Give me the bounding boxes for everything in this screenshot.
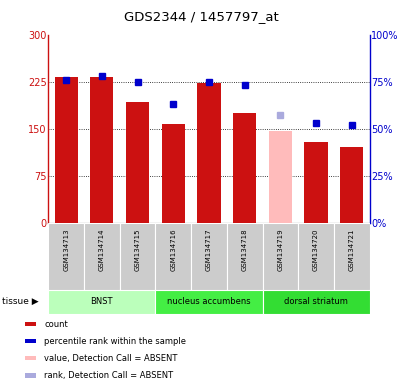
Text: GDS2344 / 1457797_at: GDS2344 / 1457797_at bbox=[124, 10, 279, 23]
Bar bbox=[262, 290, 370, 314]
Text: rank, Detection Call = ABSENT: rank, Detection Call = ABSENT bbox=[44, 371, 173, 380]
Bar bbox=[48, 290, 155, 314]
Text: GSM134717: GSM134717 bbox=[206, 228, 212, 271]
Bar bbox=[227, 223, 262, 290]
Bar bbox=[334, 223, 370, 290]
Text: GSM134720: GSM134720 bbox=[313, 228, 319, 271]
Bar bbox=[25, 356, 36, 361]
Text: GSM134713: GSM134713 bbox=[63, 228, 69, 271]
Text: BNST: BNST bbox=[91, 297, 113, 306]
Text: percentile rank within the sample: percentile rank within the sample bbox=[44, 337, 186, 346]
Bar bbox=[90, 76, 113, 223]
Bar bbox=[155, 223, 191, 290]
Bar bbox=[120, 223, 155, 290]
Text: GSM134716: GSM134716 bbox=[170, 228, 176, 271]
Text: GSM134714: GSM134714 bbox=[99, 228, 105, 271]
Text: value, Detection Call = ABSENT: value, Detection Call = ABSENT bbox=[44, 354, 178, 363]
Bar bbox=[84, 223, 120, 290]
Bar bbox=[25, 373, 36, 377]
Bar bbox=[269, 131, 292, 223]
Bar bbox=[48, 223, 84, 290]
Text: GSM134715: GSM134715 bbox=[134, 228, 141, 271]
Bar bbox=[126, 102, 149, 223]
Bar bbox=[340, 147, 363, 223]
Bar bbox=[304, 142, 328, 223]
Text: GSM134719: GSM134719 bbox=[277, 228, 284, 271]
Text: tissue ▶: tissue ▶ bbox=[2, 297, 39, 306]
Text: GSM134718: GSM134718 bbox=[241, 228, 248, 271]
Bar bbox=[298, 223, 334, 290]
Bar bbox=[55, 77, 78, 223]
Bar bbox=[162, 124, 185, 223]
Text: nucleus accumbens: nucleus accumbens bbox=[167, 297, 251, 306]
Bar bbox=[197, 83, 220, 223]
Bar bbox=[25, 322, 36, 326]
Bar bbox=[191, 223, 227, 290]
Text: dorsal striatum: dorsal striatum bbox=[284, 297, 348, 306]
Bar bbox=[262, 223, 298, 290]
Bar bbox=[233, 113, 256, 223]
Text: GSM134721: GSM134721 bbox=[349, 228, 355, 271]
Bar bbox=[25, 339, 36, 343]
Text: count: count bbox=[44, 320, 68, 329]
Bar bbox=[155, 290, 262, 314]
